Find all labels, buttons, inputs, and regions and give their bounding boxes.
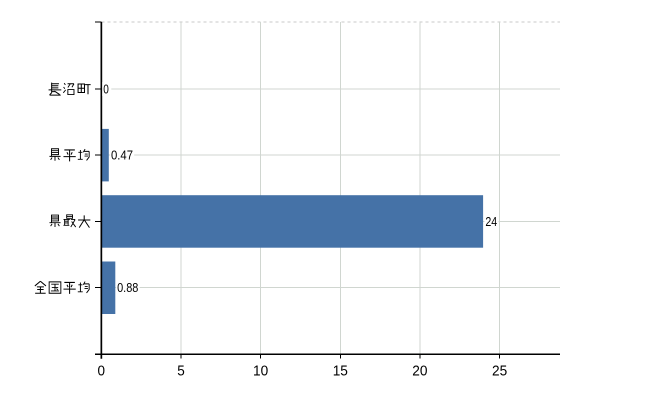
svg-text:25: 25: [492, 363, 507, 379]
svg-text:10: 10: [253, 363, 268, 379]
svg-text:0.47: 0.47: [111, 149, 133, 163]
svg-text:0: 0: [98, 363, 106, 379]
svg-text:15: 15: [333, 363, 348, 379]
svg-text:0: 0: [103, 83, 109, 97]
svg-text:0.88: 0.88: [117, 281, 138, 295]
svg-text:5: 5: [177, 363, 185, 379]
svg-text:20: 20: [412, 363, 427, 379]
svg-text:24: 24: [485, 215, 497, 229]
